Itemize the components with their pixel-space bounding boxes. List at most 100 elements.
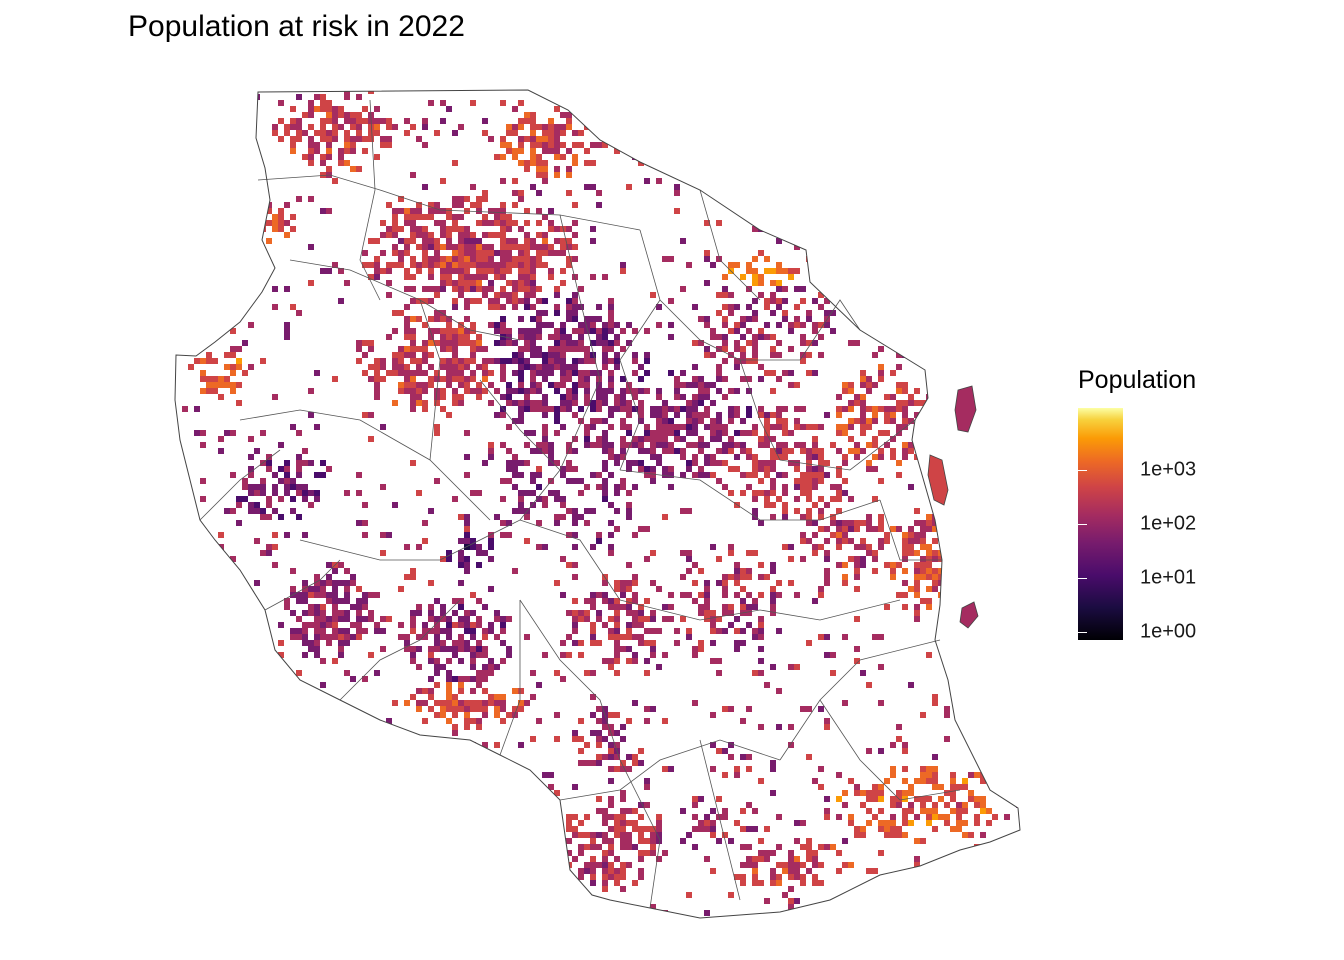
raster-cell (710, 622, 716, 628)
raster-cell (182, 844, 188, 850)
raster-cell (224, 274, 230, 280)
raster-cell (302, 688, 308, 694)
raster-cell (806, 448, 812, 454)
raster-cell (566, 262, 572, 268)
raster-cell (482, 628, 488, 634)
raster-cell (608, 814, 614, 820)
raster-cell (572, 298, 578, 304)
raster-cell (716, 334, 722, 340)
raster-cell (266, 838, 272, 844)
raster-cell (374, 124, 380, 130)
raster-cell (614, 484, 620, 490)
raster-cell (464, 712, 470, 718)
raster-cell (272, 286, 278, 292)
raster-cell (836, 520, 842, 526)
raster-cell (950, 130, 956, 136)
raster-cell (752, 310, 758, 316)
raster-cell (464, 718, 470, 724)
raster-cell (314, 712, 320, 718)
raster-cell (908, 790, 914, 796)
raster-cell (920, 574, 926, 580)
raster-cell (266, 220, 272, 226)
raster-cell (194, 862, 200, 868)
raster-cell (878, 406, 884, 412)
raster-cell (920, 796, 926, 802)
raster-cell (416, 208, 422, 214)
raster-cell (830, 256, 836, 262)
raster-cell (410, 340, 416, 346)
raster-cell (638, 418, 644, 424)
raster-cell (434, 826, 440, 832)
raster-cell (452, 724, 458, 730)
raster-cell (644, 388, 650, 394)
raster-cell (548, 322, 554, 328)
raster-cell (476, 754, 482, 760)
raster-cell (854, 562, 860, 568)
raster-cell (350, 136, 356, 142)
raster-cell (746, 844, 752, 850)
raster-cell (314, 604, 320, 610)
raster-cell (548, 448, 554, 454)
raster-cell (374, 118, 380, 124)
raster-cell (182, 124, 188, 130)
raster-cell (590, 694, 596, 700)
raster-cell (602, 274, 608, 280)
raster-cell (794, 268, 800, 274)
raster-cell (512, 418, 518, 424)
raster-cell (452, 340, 458, 346)
raster-cell (932, 814, 938, 820)
raster-cell (314, 592, 320, 598)
raster-cell (860, 538, 866, 544)
raster-cell (854, 568, 860, 574)
raster-cell (908, 166, 914, 172)
raster-cell (590, 712, 596, 718)
raster-cell (776, 580, 782, 586)
raster-cell (356, 136, 362, 142)
raster-cell (524, 244, 530, 250)
raster-cell (434, 250, 440, 256)
raster-cell (656, 664, 662, 670)
raster-cell (308, 814, 314, 820)
raster-cell (446, 616, 452, 622)
raster-cell (878, 376, 884, 382)
raster-cell (338, 580, 344, 586)
raster-cell (542, 430, 548, 436)
raster-cell (806, 424, 812, 430)
raster-cell (764, 442, 770, 448)
raster-cell (1022, 562, 1028, 568)
raster-cell (926, 448, 932, 454)
raster-cell (638, 760, 644, 766)
raster-cell (752, 466, 758, 472)
raster-cell (482, 760, 488, 766)
raster-cell (482, 250, 488, 256)
raster-cell (692, 364, 698, 370)
raster-cell (590, 844, 596, 850)
raster-cell (554, 352, 560, 358)
raster-cell (602, 442, 608, 448)
raster-cell (584, 352, 590, 358)
raster-cell (584, 346, 590, 352)
raster-cell (914, 838, 920, 844)
raster-cell (386, 142, 392, 148)
raster-cell (494, 514, 500, 520)
raster-cell (422, 538, 428, 544)
raster-cell (890, 742, 896, 748)
raster-cell (584, 370, 590, 376)
raster-cell (242, 496, 248, 502)
raster-cell (662, 718, 668, 724)
raster-cell (794, 424, 800, 430)
raster-cell (848, 418, 854, 424)
raster-cell (758, 376, 764, 382)
raster-cell (818, 496, 824, 502)
raster-cell (584, 400, 590, 406)
raster-cell (614, 766, 620, 772)
raster-cell (722, 394, 728, 400)
raster-cell (602, 478, 608, 484)
raster-cell (326, 466, 332, 472)
raster-cell (368, 238, 374, 244)
raster-cell (758, 442, 764, 448)
raster-cell (608, 382, 614, 388)
raster-cell (524, 238, 530, 244)
raster-cell (872, 550, 878, 556)
raster-cell (608, 340, 614, 346)
